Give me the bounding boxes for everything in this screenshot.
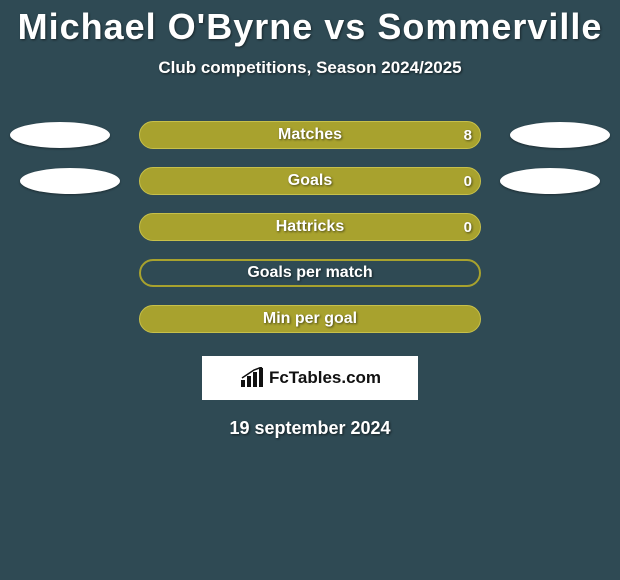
date-text: 19 september 2024 [0,418,620,439]
right-value-ellipse [500,168,600,194]
stat-row: Goals per match [0,250,620,296]
stat-label: Min per goal [140,306,480,332]
stat-value: 0 [464,214,472,240]
stat-row: Hattricks 0 [0,204,620,250]
stat-row: Goals 0 [0,158,620,204]
stat-rows: Matches 8 Goals 0 Hattricks 0 Goals per … [0,112,620,342]
stat-bar: Matches 8 [139,121,481,149]
logo-box: FcTables.com [202,356,418,400]
vs-text: vs [324,6,366,47]
bar-chart-icon [239,367,265,389]
stat-value: 0 [464,168,472,194]
right-value-ellipse [510,122,610,148]
subtitle: Club competitions, Season 2024/2025 [0,58,620,78]
left-value-ellipse [20,168,120,194]
stat-row: Matches 8 [0,112,620,158]
comparison-card: Michael O'Byrne vs Sommerville Club comp… [0,0,620,580]
page-title: Michael O'Byrne vs Sommerville [0,0,620,48]
stat-label: Hattricks [140,214,480,240]
logo-text: FcTables.com [269,368,381,388]
stat-bar: Goals 0 [139,167,481,195]
stat-label: Goals per match [141,261,479,285]
stat-bar: Min per goal [139,305,481,333]
left-value-ellipse [10,122,110,148]
stat-label: Matches [140,122,480,148]
player2-name: Sommerville [377,6,602,47]
stat-value: 8 [464,122,472,148]
stat-bar: Hattricks 0 [139,213,481,241]
stat-bar: Goals per match [139,259,481,287]
stat-label: Goals [140,168,480,194]
stat-row: Min per goal [0,296,620,342]
player1-name: Michael O'Byrne [18,6,314,47]
logo: FcTables.com [239,367,381,389]
